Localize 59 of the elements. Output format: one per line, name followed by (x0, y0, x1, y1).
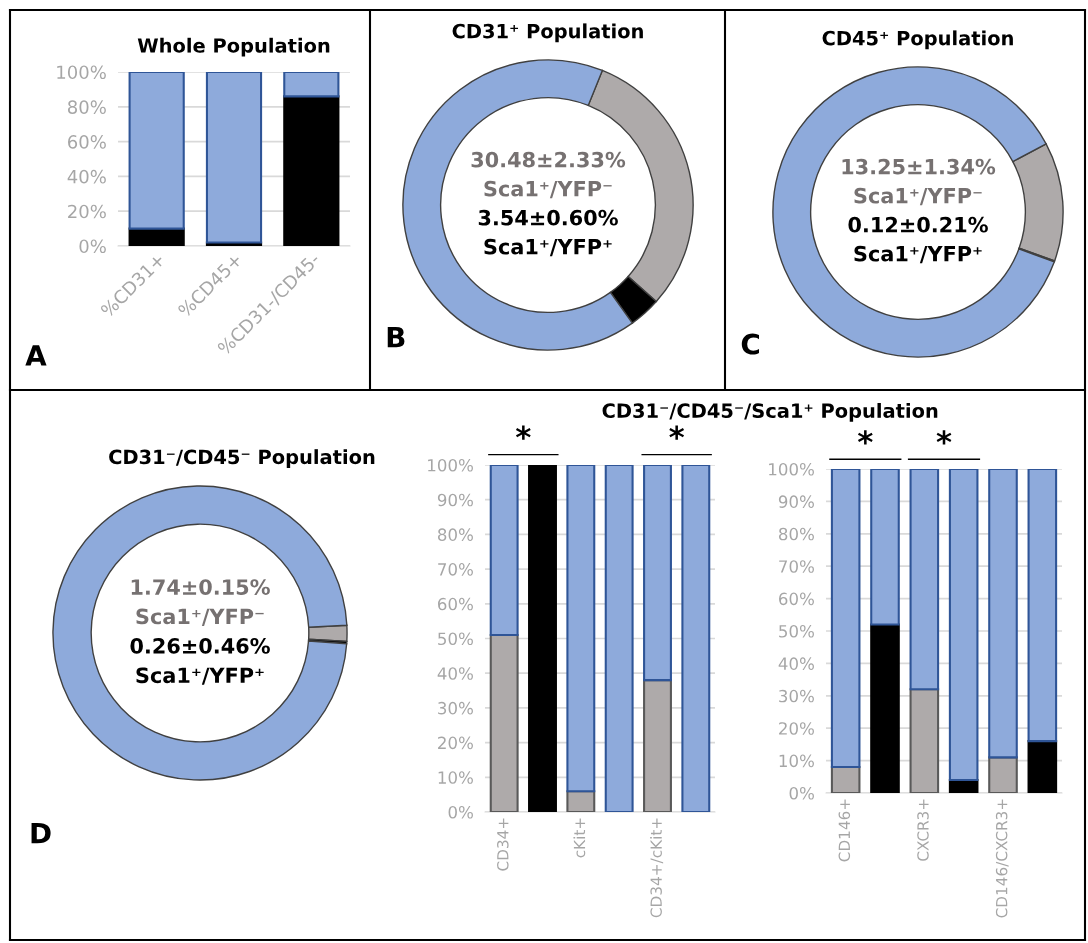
y-tick-label: 100% (428, 458, 473, 472)
text: C (741, 333, 760, 355)
text: B (387, 326, 405, 348)
text: 0.26±0.46% (130, 637, 270, 654)
text: 13.25±1.34% (842, 158, 996, 175)
x-tick-label: CXCR3+ (917, 799, 929, 861)
y-tick-label: 10% (438, 771, 473, 784)
text: CD31⁻/CD45⁻/Sca1⁺ Population (602, 403, 938, 422)
y-tick-label: 0% (789, 786, 814, 800)
y-tick-label: 40% (778, 657, 814, 670)
y-tick-label: 60% (779, 592, 814, 606)
text: D (31, 822, 51, 844)
x-tick-label: CD146+ (838, 799, 851, 862)
x-tick-label: CD34+ (497, 818, 509, 871)
y-tick-label: 50% (438, 632, 473, 646)
text: Sca1⁺/YFP⁺ (136, 667, 264, 685)
x-tick-label: CD34+/cKit+ (650, 818, 664, 918)
y-tick-label: 20% (779, 722, 814, 735)
x-tick-label: CD146/CXCR3+ (995, 799, 1009, 918)
y-tick-label: 60% (438, 597, 473, 611)
y-tick-label: 20% (68, 204, 106, 219)
chart-title: CD45⁺ Population (822, 30, 1013, 50)
text: * (857, 430, 873, 445)
y-tick-label: 30% (438, 701, 473, 715)
y-tick-label: 40% (437, 667, 473, 680)
y-tick-label: 80% (67, 100, 106, 114)
y-tick-label: 90% (437, 493, 473, 507)
y-tick-label: 40% (67, 169, 106, 184)
text: * (515, 425, 531, 440)
y-tick-label: 100% (769, 462, 814, 476)
text: Sca1⁺/YFP⁺ (484, 238, 612, 257)
y-tick-label: 30% (779, 689, 814, 703)
y-tick-label: 80% (778, 527, 814, 541)
text: 3.54±0.60% (478, 209, 618, 226)
text: 30.48±2.33% (471, 151, 626, 168)
y-tick-label: 10% (779, 754, 814, 768)
chart-title: CD31⁺ Population (452, 23, 643, 43)
text: Sca1⁺/YFP⁻ (484, 180, 612, 199)
text: Sca1⁺/YFP⁻ (854, 187, 982, 206)
text: Sca1⁺/YFP⁺ (854, 245, 982, 264)
y-tick-label: 70% (779, 560, 814, 573)
x-tick-label: cKit+ (573, 818, 586, 858)
chart-title: CD31⁻/CD45⁻ Population (109, 449, 375, 468)
y-tick-label: 70% (438, 563, 473, 576)
text: Sca1⁺/YFP⁻ (136, 608, 264, 626)
y-tick-label: 90% (778, 495, 814, 508)
y-tick-label: 50% (779, 624, 814, 638)
text: 0.12±0.21% (848, 216, 988, 233)
y-tick-label: 60% (68, 135, 106, 149)
y-tick-label: 80% (437, 528, 473, 541)
y-tick-label: 100% (57, 65, 106, 80)
y-tick-label: 0% (79, 239, 106, 254)
text: * (669, 425, 685, 440)
text: 1.74±0.15% (131, 579, 270, 595)
chart-title: Whole Population (137, 37, 330, 57)
text: A (25, 345, 47, 366)
text: * (936, 430, 952, 445)
y-tick-label: 20% (438, 736, 473, 750)
y-tick-label: 0% (448, 805, 473, 819)
